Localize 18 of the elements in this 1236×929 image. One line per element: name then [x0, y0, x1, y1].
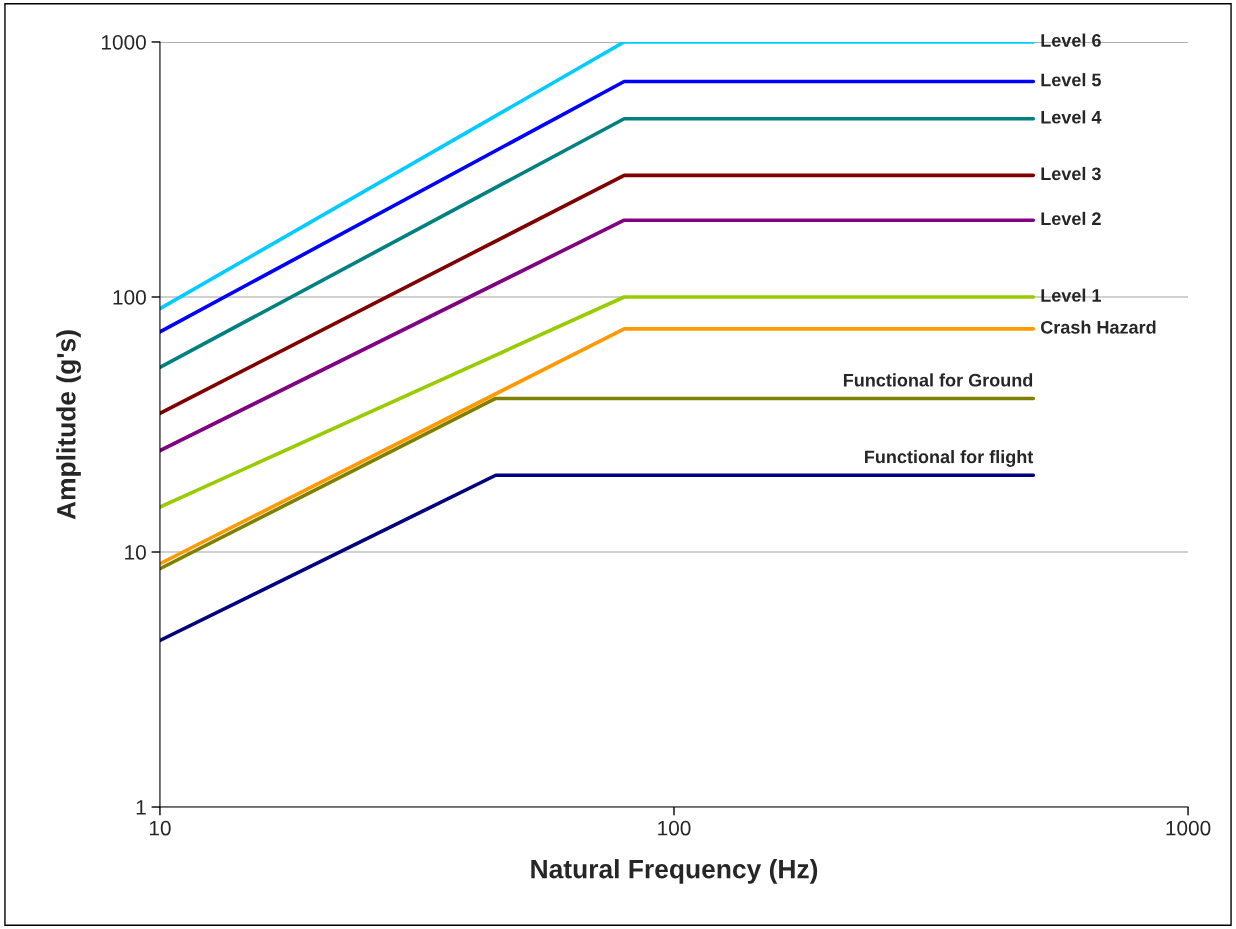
y-tick-label: 10: [125, 545, 146, 560]
series-label: Level 6: [1041, 33, 1101, 47]
series-label: Level 4: [1041, 110, 1102, 124]
x-tick-label: 100: [658, 820, 691, 836]
x-axis-title: Natural Frequency (Hz): [531, 859, 818, 884]
y-axis-title: Amplitude (g's): [56, 330, 81, 520]
series-label: Level 2: [1041, 211, 1101, 226]
series-label: Level 3: [1041, 166, 1101, 181]
x-tick-label: 1000: [1166, 820, 1211, 836]
series-label: Functional for Ground: [843, 373, 1033, 387]
y-tick-label: 100: [113, 290, 146, 305]
series-label: Level 5: [1041, 73, 1101, 87]
y-tick-label: 1: [136, 800, 146, 815]
y-tick-label: 1000: [101, 34, 146, 50]
series-label: Functional for flight: [865, 450, 1034, 467]
x-tick-label: 10: [149, 820, 171, 836]
series-label: Crash Hazard: [1040, 320, 1156, 334]
series-label: Level 1: [1041, 288, 1101, 302]
